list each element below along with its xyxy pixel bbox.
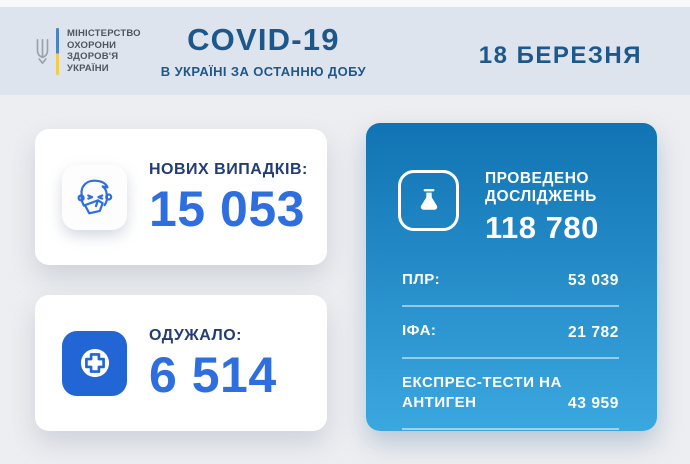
page-subtitle: В УКРАЇНІ ЗА ОСТАННЮ ДОБУ — [160, 63, 367, 79]
new-cases-icon-box — [62, 164, 127, 230]
recovered-value: 6 514 — [149, 346, 277, 403]
header: МІНІСТЕРСТВО ОХОРОНИ ЗДОРОВ'Я УКРАЇНИ CO… — [0, 7, 690, 95]
report-date: 18 БЕРЕЗНЯ — [478, 42, 642, 69]
new-cases-value: 15 053 — [149, 180, 305, 237]
recovered-text: ОДУЖАЛО: 6 514 — [149, 327, 277, 400]
ministry-name: МІНІСТЕРСТВО ОХОРОНИ ЗДОРОВ'Я УКРАЇНИ — [67, 28, 141, 74]
test-row-label: ІФА: — [402, 322, 437, 340]
logo-divider — [56, 27, 59, 75]
tests-title-wrap: ПРОВЕДЕНО ДОСЛІДЖЕНЬ 118 780 — [485, 170, 599, 243]
tests-rows: ПЛР: 53 039 ІФА: 21 782 ЕКСПРЕС-ТЕСТИ НА… — [402, 270, 619, 430]
tests-icon-box — [398, 170, 459, 231]
trident-icon — [36, 38, 49, 64]
ministry-logo: МІНІСТЕРСТВО ОХОРОНИ ЗДОРОВ'Я УКРАЇНИ — [35, 27, 141, 75]
ministry-line: УКРАЇНИ — [67, 62, 109, 74]
page-title: COVID-19 — [187, 21, 340, 57]
test-row-value: 43 959 — [567, 395, 619, 412]
face-with-mask-icon — [77, 179, 112, 215]
tests-title-line1: ПРОВЕДЕНО — [485, 170, 589, 187]
test-row-antigen: ЕКСПРЕС-ТЕСТИ НА АНТИГЕН 43 959 — [402, 359, 619, 430]
new-cases-label: НОВИХ ВИПАДКІВ: — [149, 160, 308, 178]
medical-cross-icon — [80, 348, 109, 378]
test-row-value: 53 039 — [567, 272, 619, 290]
new-cases-text: НОВИХ ВИПАДКІВ: 15 053 — [149, 161, 308, 234]
test-row-label: ПЛР: — [402, 271, 441, 288]
test-row-plr: ПЛР: 53 039 — [402, 270, 619, 308]
tests-header: ПРОВЕДЕНО ДОСЛІДЖЕНЬ 118 780 — [366, 123, 657, 243]
ministry-line: МІНІСТЕРСТВО — [67, 28, 141, 39]
ministry-line: ОХОРОНИ — [67, 39, 117, 51]
title-block: COVID-19 В УКРАЇНІ ЗА ОСТАННЮ ДОБУ — [161, 24, 366, 79]
recovered-label: ОДУЖАЛО: — [149, 326, 242, 344]
test-row-ifa: ІФА: 21 782 — [402, 307, 619, 359]
test-row-value: 21 782 — [567, 323, 619, 341]
lab-flask-icon — [420, 188, 437, 210]
recovered-icon-box — [62, 330, 127, 396]
ministry-line: ЗДОРОВ'Я — [67, 51, 119, 62]
top-strip — [0, 0, 690, 7]
tests-card: ПРОВЕДЕНО ДОСЛІДЖЕНЬ 118 780 ПЛР: 53 039… — [366, 123, 657, 431]
recovered-card: ОДУЖАЛО: 6 514 — [35, 295, 327, 431]
new-cases-card: НОВИХ ВИПАДКІВ: 15 053 — [35, 129, 327, 265]
tests-total-value: 118 780 — [485, 210, 599, 245]
test-row-label: ЕКСПРЕС-ТЕСТИ НА АНТИГЕН — [402, 373, 562, 411]
tests-title-line2: ДОСЛІДЖЕНЬ — [485, 188, 597, 205]
